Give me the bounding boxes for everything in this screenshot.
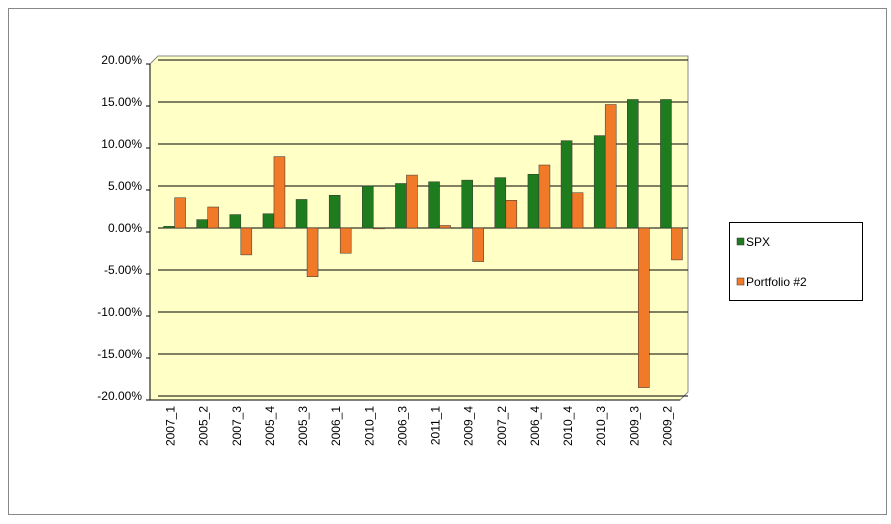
bar: [660, 99, 672, 229]
x-tick-label: 2009_2: [660, 406, 674, 446]
legend-box: [729, 222, 863, 301]
x-tick-label: 2007_3: [230, 406, 244, 446]
x-tick-label: 2006_3: [395, 406, 409, 446]
bar: [196, 219, 208, 229]
y-tick-label: 10.00%: [101, 137, 142, 151]
bar: [604, 104, 617, 229]
bar: [373, 227, 385, 230]
bar: [174, 197, 186, 229]
x-tick-label: 2009_4: [462, 406, 476, 446]
legend-swatch: [736, 277, 745, 286]
bar: [671, 227, 683, 261]
bar: [439, 225, 451, 229]
bar: [163, 226, 175, 229]
bar: [593, 135, 606, 229]
x-tick-label: 2010_4: [561, 406, 575, 446]
bar: [505, 200, 518, 229]
legend-label: SPX: [746, 235, 770, 249]
y-tick-label: 0.00%: [108, 221, 142, 235]
x-tick-label: 2009_3: [627, 406, 641, 446]
bar: [538, 164, 551, 229]
y-tick-label: -10.00%: [97, 305, 142, 319]
bar: [240, 227, 253, 256]
y-tick-label: -5.00%: [104, 263, 142, 277]
bar: [229, 214, 242, 229]
bar: [571, 192, 584, 229]
bar: [295, 199, 308, 229]
y-tick-label: -20.00%: [97, 389, 142, 403]
bar: [273, 156, 286, 229]
bar: [627, 99, 639, 229]
y-tick-label: 15.00%: [101, 95, 142, 109]
bar: [406, 174, 418, 229]
bar: [560, 140, 573, 229]
bar: [395, 183, 407, 229]
y-tick-label: 5.00%: [108, 179, 142, 193]
x-tick-label: 2006_4: [528, 406, 542, 446]
bar: [306, 227, 319, 277]
bar: [362, 185, 374, 229]
x-tick-label: 2010_3: [594, 406, 608, 446]
x-tick-label: 2011_1: [429, 406, 443, 445]
x-tick-label: 2006_1: [329, 406, 343, 446]
bar: [428, 181, 440, 229]
bar: [339, 227, 352, 254]
legend-label: Portfolio #2: [746, 275, 807, 289]
bar: [527, 173, 540, 229]
x-tick-label: 2010_1: [362, 406, 376, 446]
bar: [461, 179, 473, 229]
bar: [472, 227, 484, 262]
bar: [207, 206, 219, 229]
legend-swatch: [736, 237, 745, 246]
bar: [262, 213, 275, 229]
x-tick-label: 2005_4: [263, 406, 277, 446]
x-tick-label: 2007_2: [495, 406, 509, 446]
x-tick-label: 2007_1: [164, 406, 178, 446]
bar: [328, 194, 341, 229]
y-tick-label: -15.00%: [97, 347, 142, 361]
x-tick-label: 2005_2: [197, 406, 211, 446]
bar: [494, 177, 507, 229]
y-tick-label: 20.00%: [101, 53, 142, 67]
x-tick-label: 2005_3: [296, 406, 310, 446]
bar: [638, 227, 650, 388]
